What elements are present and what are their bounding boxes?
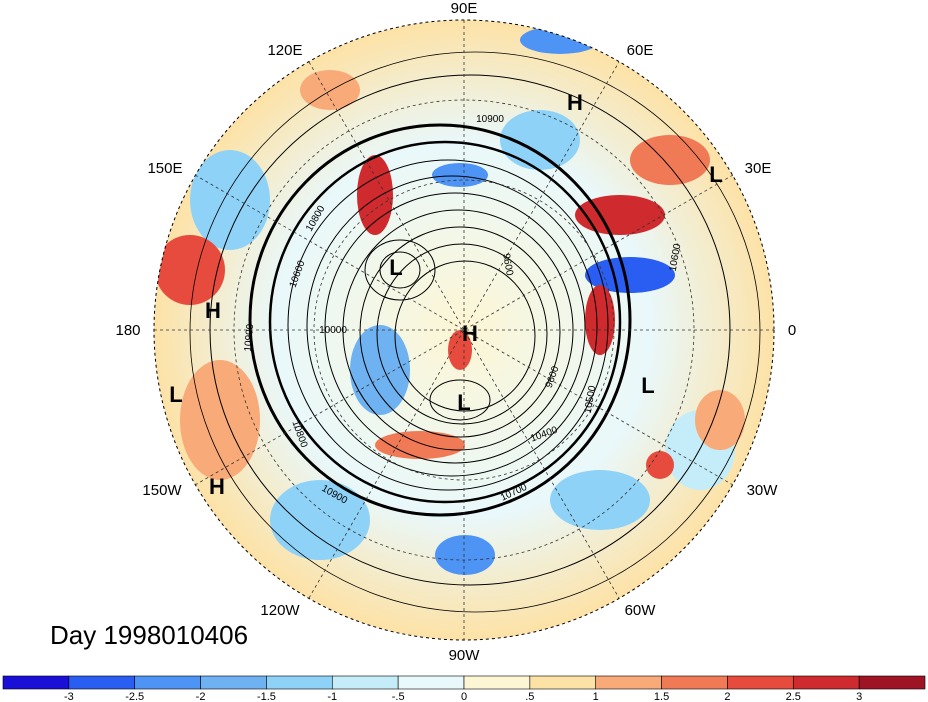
label-0: 0 <box>788 322 796 339</box>
colorbar-label: -.5 <box>392 691 405 702</box>
contour-label: 9600 <box>500 253 515 277</box>
colorbar-label: -1 <box>327 691 337 702</box>
anomaly-patch <box>695 390 745 450</box>
anomaly-field <box>154 20 774 640</box>
anomaly-patch <box>585 285 615 355</box>
anomaly-patch <box>585 257 675 293</box>
colorbar-label: .5 <box>525 691 534 702</box>
contour-label: 10600 <box>668 242 684 272</box>
anomaly-patch <box>375 431 465 459</box>
height-contours <box>189 51 761 613</box>
colorbar: -3 -2.5 -2 -1.5 -1 -.5 0 .5 1 1.5 2 2.5 3 <box>2 675 926 702</box>
colorbar-swatch <box>529 675 597 690</box>
anomaly-patch <box>448 330 472 370</box>
contour-label: 10000 <box>319 325 347 336</box>
colorbar-label: 2.5 <box>786 691 801 702</box>
l-right-upper: L <box>709 162 722 187</box>
colorbar-label: 1 <box>593 691 599 702</box>
label-120e: 120E <box>267 42 302 59</box>
l-center: L <box>389 255 402 280</box>
anomaly-patch <box>435 535 495 575</box>
label-150w: 150W <box>142 482 182 499</box>
contour-label: 10900 <box>476 114 504 125</box>
colorbar-swatch <box>661 675 728 690</box>
contour-label: 10500 <box>583 384 599 414</box>
day-title: Day 1998010406 <box>50 620 249 650</box>
label-150e: 150E <box>147 160 182 177</box>
colorbar-swatch <box>397 675 465 690</box>
colorbar-swatch <box>331 675 399 690</box>
anomaly-patch <box>630 135 710 185</box>
colorbar-label: -1.5 <box>257 691 276 702</box>
label-90w: 90W <box>449 647 481 664</box>
h-center: H <box>462 321 478 346</box>
graticule <box>153 19 775 641</box>
l-lower-center: L <box>457 390 470 415</box>
jet-contour <box>268 140 622 504</box>
colorbar-swatch <box>68 675 136 690</box>
anomaly-patch <box>155 235 225 305</box>
anomaly-patch <box>550 470 650 530</box>
h-left: H <box>205 298 221 323</box>
anomaly-patch <box>520 26 600 54</box>
colorbar-swatch <box>792 675 860 690</box>
label-60e: 60E <box>627 42 654 59</box>
jet-contour <box>248 123 632 517</box>
label-60w: 60W <box>625 602 657 619</box>
graticule-labels: 90E 120E 60E 150E 30E 180 0 150W 30W 120… <box>115 0 796 664</box>
anomaly-patch <box>357 155 393 235</box>
anomaly-patch <box>432 163 488 187</box>
anomaly-patch <box>500 110 580 170</box>
label-90e: 90E <box>451 0 478 17</box>
label-30e: 30E <box>745 160 772 177</box>
label-180: 180 <box>115 322 140 339</box>
colorbar-swatch <box>134 675 201 690</box>
anomaly-patch <box>575 195 665 235</box>
colorbar-label: -2.5 <box>125 691 144 702</box>
colorbar-swatch <box>2 675 70 690</box>
l-left: L <box>169 382 182 407</box>
colorbar-swatch <box>463 675 531 690</box>
pressure-centers: H L L H L H L H L <box>169 90 722 499</box>
colorbar-label: 0 <box>461 691 467 702</box>
label-30w: 30W <box>747 482 779 499</box>
colorbar-label: 2 <box>724 691 730 702</box>
colorbar-label: -2 <box>196 691 206 702</box>
anomaly-patch <box>270 480 370 560</box>
label-120w: 120W <box>260 602 300 619</box>
l-right-lower: L <box>641 373 654 398</box>
anomaly-patch <box>190 150 270 250</box>
anomaly-patch <box>646 451 674 479</box>
colorbar-swatch <box>266 675 333 690</box>
colorbar-label: 1.5 <box>654 691 669 702</box>
colorbar-swatch <box>858 675 926 690</box>
contour-label: 10900 <box>243 323 256 352</box>
anomaly-patch <box>350 325 410 415</box>
colorbar-label: 3 <box>856 691 862 702</box>
colorbar-swatch <box>595 675 662 690</box>
colorbar-swatch <box>727 675 794 690</box>
h-lower-left: H <box>209 474 225 499</box>
colorbar-label: -3 <box>64 691 74 702</box>
h-upper-right: H <box>567 90 583 115</box>
colorbar-swatch <box>200 675 267 690</box>
